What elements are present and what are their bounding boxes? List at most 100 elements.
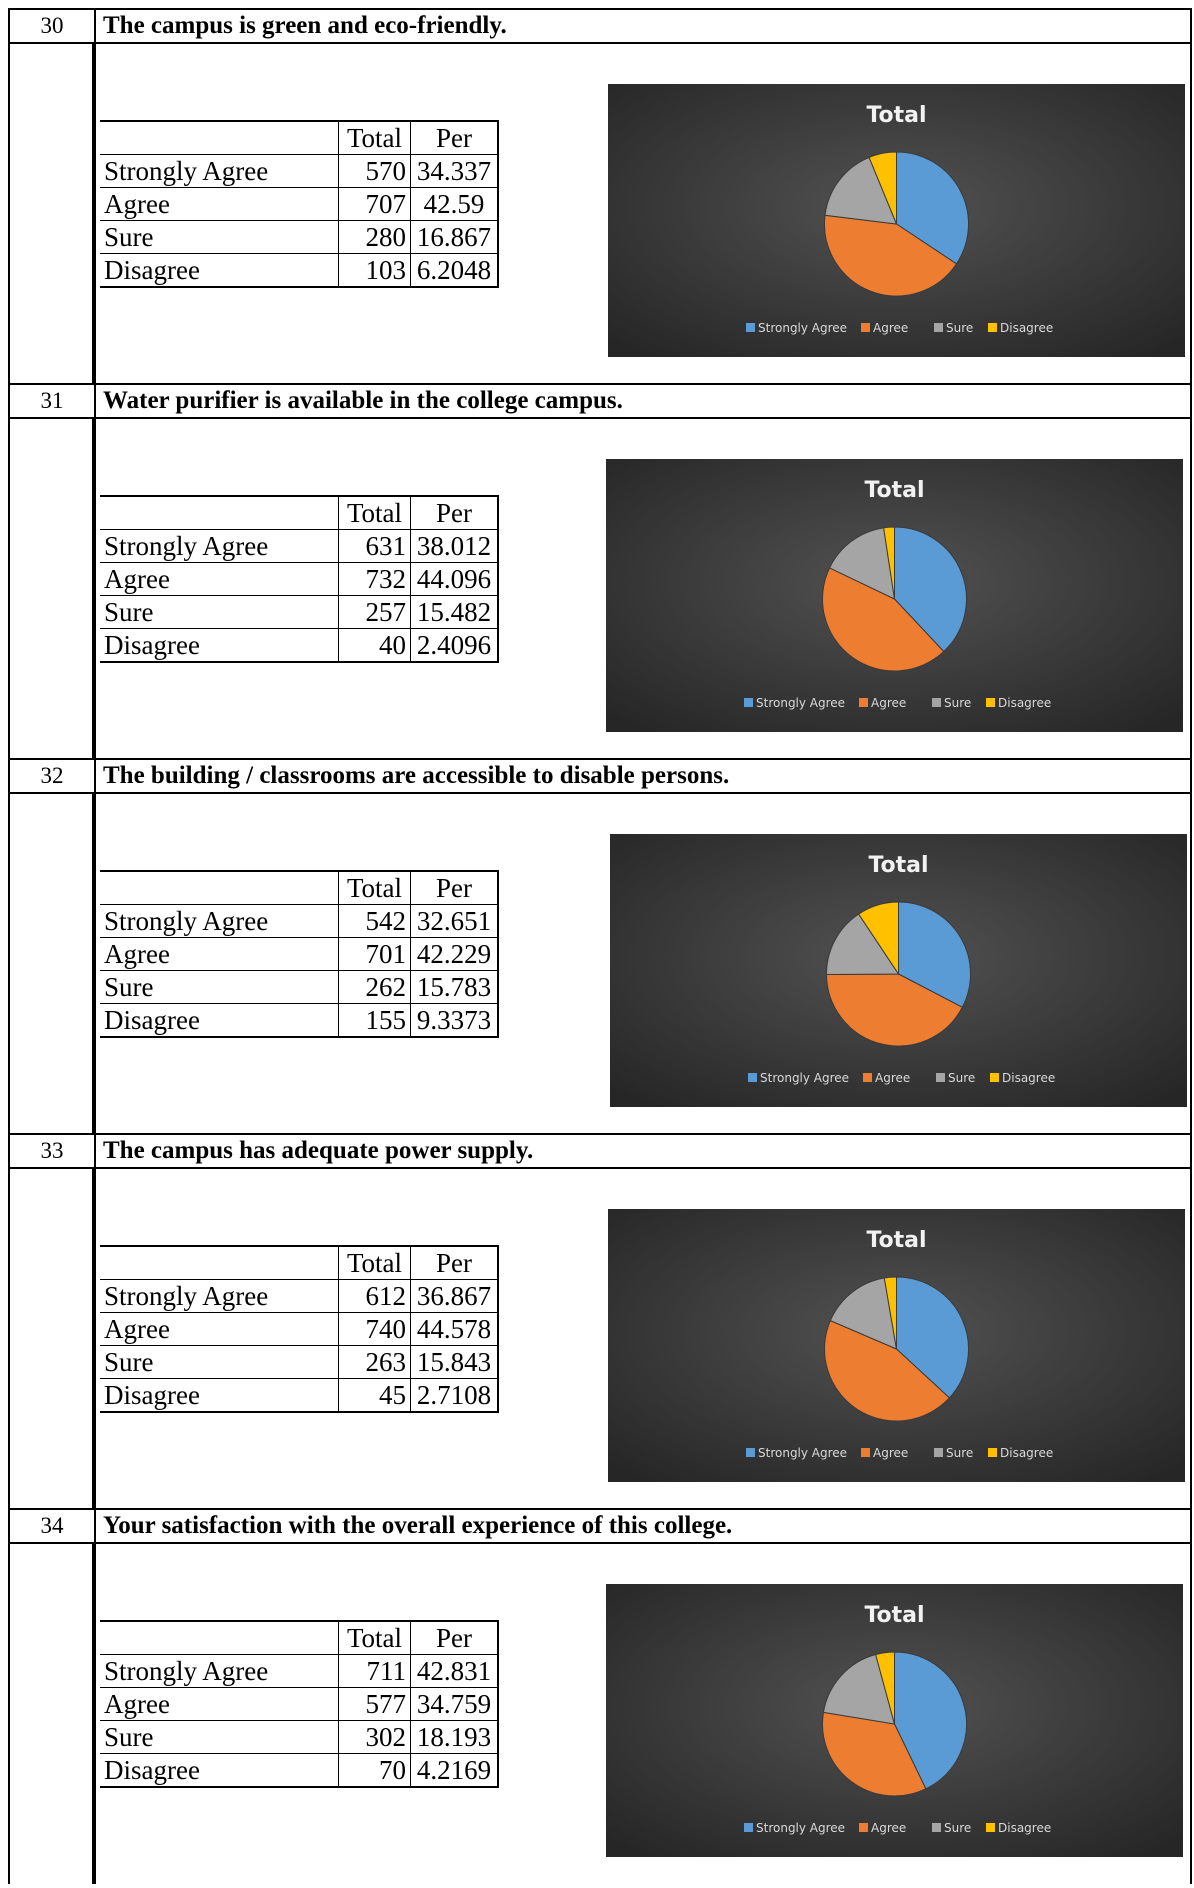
row-total: 631 bbox=[339, 530, 411, 563]
right-border bbox=[1190, 419, 1192, 759]
row-label: Agree bbox=[100, 938, 339, 971]
legend-swatch bbox=[861, 1448, 870, 1457]
legend-label: Agree bbox=[873, 321, 908, 335]
table-row: Agree 740 44.578 bbox=[100, 1313, 498, 1346]
row-total: 280 bbox=[339, 221, 411, 254]
row-total: 707 bbox=[339, 188, 411, 221]
row-percent: 9.3373 bbox=[411, 1004, 499, 1038]
right-border bbox=[1190, 1169, 1192, 1509]
legend-label: Strongly Agree bbox=[756, 696, 845, 710]
row-percent: 32.651 bbox=[411, 905, 499, 938]
legend-label: Strongly Agree bbox=[760, 1071, 849, 1085]
legend-swatch bbox=[936, 1073, 945, 1082]
table-header-row: Total Per bbox=[100, 1621, 498, 1655]
row-label: Strongly Agree bbox=[100, 155, 339, 188]
row-total: 740 bbox=[339, 1313, 411, 1346]
table-header-row: Total Per bbox=[100, 496, 498, 530]
legend-label: Agree bbox=[873, 1446, 908, 1460]
legend-label: Disagree bbox=[998, 1821, 1051, 1835]
legend-label: Strongly Agree bbox=[756, 1821, 845, 1835]
right-border bbox=[1190, 794, 1192, 1134]
row-percent: 42.229 bbox=[411, 938, 499, 971]
header-total: Total bbox=[339, 121, 411, 155]
table-row: Strongly Agree 570 34.337 bbox=[100, 155, 498, 188]
table-row: Disagree 155 9.3373 bbox=[100, 1004, 498, 1038]
question-number: 31 bbox=[8, 383, 96, 419]
legend-label: Disagree bbox=[1000, 1446, 1053, 1460]
legend-label: Sure bbox=[946, 1446, 973, 1460]
right-border bbox=[1190, 44, 1192, 384]
row-label: Disagree bbox=[100, 1004, 339, 1038]
question-number: 30 bbox=[8, 8, 96, 44]
table-row: Disagree 40 2.4096 bbox=[100, 629, 498, 663]
pie-chart: Total Strongly Agree Agree Sure Disagree bbox=[606, 459, 1183, 732]
row-percent: 6.2048 bbox=[411, 254, 499, 288]
legend-swatch bbox=[744, 1823, 753, 1832]
row-percent: 4.2169 bbox=[411, 1754, 499, 1788]
row-percent: 44.578 bbox=[411, 1313, 499, 1346]
header-per: Per bbox=[411, 496, 499, 530]
header-blank bbox=[100, 121, 339, 155]
row-total: 542 bbox=[339, 905, 411, 938]
chart-title: Total bbox=[864, 478, 924, 503]
pie-chart: Total Strongly Agree Agree Sure Disagree bbox=[608, 1209, 1185, 1482]
table-row: Sure 262 15.783 bbox=[100, 971, 498, 1004]
legend-label: Sure bbox=[946, 321, 973, 335]
row-label: Agree bbox=[100, 188, 339, 221]
row-total: 732 bbox=[339, 563, 411, 596]
question-title: Water purifier is available in the colle… bbox=[96, 383, 1192, 419]
row-percent: 2.4096 bbox=[411, 629, 499, 663]
legend-label: Disagree bbox=[1002, 1071, 1055, 1085]
header-blank bbox=[100, 1621, 339, 1655]
row-label: Sure bbox=[100, 971, 339, 1004]
table-header-row: Total Per bbox=[100, 121, 498, 155]
question-number: 32 bbox=[8, 758, 96, 794]
pie-chart-svg: Total Strongly Agree Agree Sure Disagree bbox=[608, 1209, 1185, 1482]
table-row: Sure 280 16.867 bbox=[100, 221, 498, 254]
row-total: 70 bbox=[339, 1754, 411, 1788]
pie-chart: Total Strongly Agree Agree Sure Disagree bbox=[606, 1584, 1183, 1857]
row-total: 257 bbox=[339, 596, 411, 629]
row-label: Sure bbox=[100, 596, 339, 629]
table-row: Strongly Agree 542 32.651 bbox=[100, 905, 498, 938]
pie-chart-svg: Total Strongly Agree Agree Sure Disagree bbox=[606, 1584, 1183, 1857]
question-block: 32 The building / classrooms are accessib… bbox=[8, 758, 1192, 1134]
header-total: Total bbox=[339, 496, 411, 530]
table-row: Disagree 45 2.7108 bbox=[100, 1379, 498, 1413]
pie-chart-svg: Total Strongly Agree Agree Sure Disagree bbox=[606, 459, 1183, 732]
question-title: The building / classrooms are accessible… bbox=[96, 758, 1192, 794]
legend-swatch bbox=[859, 698, 868, 707]
response-table: Total Per Strongly Agree 570 34.337 Agree 707 4… bbox=[100, 120, 499, 288]
table-row: Sure 257 15.482 bbox=[100, 596, 498, 629]
pie-chart-svg: Total Strongly Agree Agree Sure Disagree bbox=[608, 84, 1185, 357]
question-title: The campus has adequate power supply. bbox=[96, 1133, 1192, 1169]
row-percent: 38.012 bbox=[411, 530, 499, 563]
header-per: Per bbox=[411, 121, 499, 155]
row-label: Disagree bbox=[100, 629, 339, 663]
row-total: 701 bbox=[339, 938, 411, 971]
row-label: Sure bbox=[100, 221, 339, 254]
question-body: Total Per Strongly Agree 542 32.651 Agree 701 4… bbox=[8, 794, 1192, 1134]
row-total: 45 bbox=[339, 1379, 411, 1413]
row-label: Strongly Agree bbox=[100, 530, 339, 563]
table-header-row: Total Per bbox=[100, 1246, 498, 1280]
number-column bbox=[8, 1169, 96, 1509]
legend-label: Strongly Agree bbox=[758, 321, 847, 335]
chart-title: Total bbox=[864, 1603, 924, 1628]
row-label: Disagree bbox=[100, 1379, 339, 1413]
question-number: 33 bbox=[8, 1133, 96, 1169]
header-blank bbox=[100, 496, 339, 530]
legend-swatch bbox=[744, 698, 753, 707]
row-total: 40 bbox=[339, 629, 411, 663]
row-label: Sure bbox=[100, 1721, 339, 1754]
row-percent: 34.759 bbox=[411, 1688, 499, 1721]
row-label: Agree bbox=[100, 1313, 339, 1346]
table-header-row: Total Per bbox=[100, 871, 498, 905]
row-label: Disagree bbox=[100, 1754, 339, 1788]
legend-swatch bbox=[859, 1823, 868, 1832]
row-percent: 15.783 bbox=[411, 971, 499, 1004]
number-column bbox=[8, 794, 96, 1134]
legend-swatch bbox=[934, 1448, 943, 1457]
row-label: Strongly Agree bbox=[100, 905, 339, 938]
legend-swatch bbox=[990, 1073, 999, 1082]
